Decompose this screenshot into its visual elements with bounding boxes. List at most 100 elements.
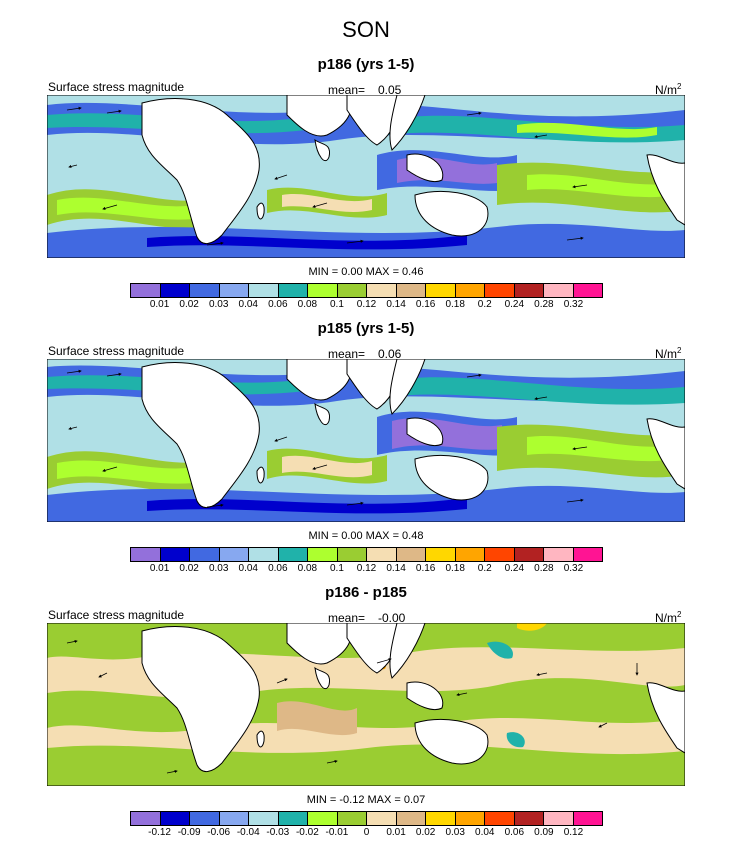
color-swatch [514, 548, 544, 561]
color-swatch [485, 548, 515, 561]
panel-1-variable-label: Surface stress magnitude [48, 80, 185, 94]
panel-3-variable-label: Surface stress magnitude [48, 608, 185, 622]
tick-label: 0.14 [386, 563, 406, 574]
color-swatch [278, 548, 308, 561]
tick-label: 0.02 [415, 827, 436, 838]
color-swatch [160, 284, 190, 297]
panel-2-wind-vectors [66, 369, 588, 508]
tick-label: -0.09 [177, 827, 201, 838]
panel-3-mean-value: -0.00 [378, 611, 406, 625]
tick-label: 0.03 [208, 299, 229, 310]
tick-label: 0.1 [329, 563, 344, 574]
color-swatch [308, 548, 338, 561]
tick-label: 0.32 [563, 563, 584, 574]
color-swatch [278, 812, 308, 825]
panel-2-unit: N/m2 [655, 346, 682, 361]
color-swatch [131, 284, 161, 297]
color-swatch [337, 548, 367, 561]
color-swatch [396, 812, 426, 825]
color-swatch [514, 284, 544, 297]
panel-1-title: p186 (yrs 1-5) [317, 56, 415, 73]
color-swatch [485, 812, 515, 825]
panel-3-unit: N/m2 [655, 610, 682, 625]
tick-label: -0.02 [295, 827, 319, 838]
color-swatch [337, 284, 367, 297]
color-swatch [308, 284, 338, 297]
color-swatch [544, 812, 574, 825]
tick-label: 0.14 [386, 299, 406, 310]
tick-label: 0.03 [208, 563, 229, 574]
tick-label: 0.24 [504, 299, 525, 310]
panel-1-minmax: MIN = 0.00 MAX = 0.46 [308, 266, 424, 278]
figure-title: SON [342, 17, 390, 42]
tick-label: 0.02 [179, 299, 199, 310]
tick-label: -0.12 [148, 827, 171, 838]
color-swatch [455, 548, 485, 561]
panel-1-unit: N/m2 [655, 82, 682, 97]
tick-label: 0.09 [534, 827, 554, 838]
panel-1-map [47, 95, 685, 258]
tick-label: 0.2 [477, 299, 492, 310]
tick-label: 0.08 [297, 563, 318, 574]
panel-3-mean-label: mean= [328, 611, 366, 625]
color-swatch [455, 284, 485, 297]
color-swatch [190, 812, 220, 825]
color-swatch [337, 812, 367, 825]
tick-label: 0.24 [504, 563, 525, 574]
panel-2-colorbar [130, 547, 603, 562]
panel-3-map [47, 623, 685, 786]
panel-2-title: p185 (yrs 1-5) [317, 320, 415, 337]
tick-label: 0.04 [475, 827, 495, 838]
panel-1-mean-value: 0.05 [378, 83, 402, 97]
panel-2-minmax: MIN = 0.00 MAX = 0.48 [308, 530, 424, 542]
tick-label: 0.32 [563, 299, 584, 310]
color-swatch [485, 284, 515, 297]
tick-label: 0.18 [445, 299, 465, 310]
panel-1-mean-label: mean= [328, 83, 366, 97]
tick-label: 0.1 [329, 299, 344, 310]
color-swatch [367, 284, 397, 297]
color-swatch [573, 812, 602, 825]
panel-2-map [47, 359, 685, 522]
tick-label: 0.28 [534, 563, 554, 574]
panel-3-minmax: MIN = -0.12 MAX = 0.07 [306, 794, 426, 806]
panel-2-mean-label: mean= [328, 347, 366, 361]
color-swatch [219, 284, 249, 297]
color-swatch [219, 812, 249, 825]
tick-label: 0.12 [563, 827, 584, 838]
panel-3-colorbar [130, 811, 603, 826]
tick-label: 0.06 [268, 563, 288, 574]
tick-label: 0.16 [415, 299, 436, 310]
tick-label: 0.06 [268, 299, 288, 310]
tick-label: 0.01 [149, 299, 170, 310]
tick-label: 0.06 [504, 827, 525, 838]
tick-label: 0.01 [149, 563, 170, 574]
panel-2-mean-value: 0.06 [378, 347, 402, 361]
tick-label: -0.03 [266, 827, 290, 838]
color-swatch [367, 812, 397, 825]
color-swatch [190, 548, 220, 561]
color-swatch [396, 284, 426, 297]
color-swatch [249, 284, 279, 297]
tick-label: -0.06 [207, 827, 231, 838]
color-swatch [249, 548, 279, 561]
tick-label: 0.03 [445, 827, 465, 838]
color-swatch [426, 284, 456, 297]
color-swatch [249, 812, 279, 825]
color-swatch [278, 284, 308, 297]
color-swatch [131, 812, 161, 825]
color-swatch [544, 284, 574, 297]
color-swatch [367, 548, 397, 561]
color-swatch [160, 812, 190, 825]
tick-label: 0.12 [356, 299, 377, 310]
color-swatch [131, 548, 161, 561]
color-swatch [219, 548, 249, 561]
color-swatch [190, 284, 220, 297]
color-swatch [426, 812, 456, 825]
tick-label: -0.04 [236, 827, 260, 838]
tick-label: 0.01 [386, 827, 406, 838]
panel-3-title: p186 - p185 [325, 584, 407, 601]
panel-1-wind-vectors [66, 106, 588, 246]
panel-1-colorbar [130, 283, 603, 298]
tick-label: 0.04 [238, 299, 258, 310]
